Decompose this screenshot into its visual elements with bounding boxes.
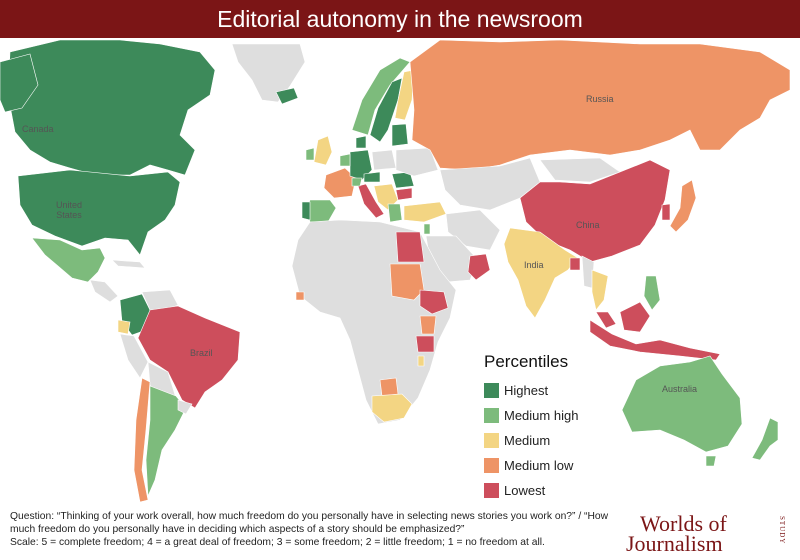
country-japan[interactable]	[669, 179, 697, 233]
scale-text: Scale: 5 = complete freedom; 4 = a great…	[10, 537, 545, 548]
country-new-zealand[interactable]	[751, 417, 779, 461]
country-iceland[interactable]	[275, 87, 299, 105]
country-mexico[interactable]	[31, 237, 106, 283]
country-tasmania[interactable]	[705, 455, 717, 467]
country-cuba[interactable]	[111, 259, 146, 269]
world-map-svg	[0, 39, 791, 503]
country-ireland[interactable]	[305, 147, 315, 161]
country-tanzania[interactable]	[415, 335, 435, 353]
label-india: India	[524, 260, 544, 270]
country-united-states[interactable]	[17, 169, 181, 256]
map-title: Editorial autonomy in the newsroom	[0, 0, 800, 38]
legend-swatch-lowest	[484, 483, 499, 498]
label-russia: Russia	[586, 94, 614, 104]
survey-question-footnote: Question: “Thinking of your work overall…	[10, 510, 630, 549]
country-france[interactable]	[323, 167, 357, 199]
legend-item-medium-low: Medium low	[484, 453, 654, 478]
label-brazil: Brazil	[190, 348, 213, 358]
country-baltics[interactable]	[391, 123, 409, 147]
country-united-kingdom[interactable]	[313, 135, 333, 166]
label-china: China	[576, 220, 600, 230]
logo-line2: Journalism	[626, 531, 723, 556]
question-text: Question: “Thinking of your work overall…	[10, 511, 609, 535]
legend-swatch-medium-low	[484, 458, 499, 473]
country-south-korea[interactable]	[661, 203, 671, 221]
legend-item-medium: Medium	[484, 428, 654, 453]
country-portugal[interactable]	[301, 201, 311, 221]
country-bulgaria[interactable]	[395, 187, 413, 201]
country-italy[interactable]	[357, 183, 385, 219]
country-ukraine[interactable]	[395, 147, 439, 177]
country-india[interactable]	[503, 227, 579, 319]
country-switzerland[interactable]	[351, 177, 363, 187]
legend-title: Percentiles	[484, 352, 569, 371]
legend-label: Highest	[504, 383, 549, 398]
country-spain[interactable]	[305, 199, 337, 223]
logo-line1: Worlds of	[640, 511, 727, 536]
country-egypt[interactable]	[395, 231, 425, 263]
country-austria[interactable]	[363, 171, 381, 183]
country-russia[interactable]	[409, 39, 791, 171]
country-finland[interactable]	[394, 69, 415, 121]
country-borneo[interactable]	[619, 301, 651, 333]
country-canada[interactable]	[7, 39, 216, 176]
country-australia[interactable]	[621, 355, 743, 453]
worlds-of-journalism-logo: Worlds of Journalism STUDY	[626, 511, 798, 557]
country-kenya[interactable]	[419, 315, 437, 335]
country-south-africa[interactable]	[371, 393, 413, 423]
country-ethiopia[interactable]	[419, 289, 449, 315]
country-sudan[interactable]	[389, 263, 425, 301]
legend-label: Medium high	[504, 408, 579, 423]
label-united-states: United States	[56, 200, 83, 220]
country-peru[interactable]	[119, 333, 149, 379]
country-uruguay[interactable]	[177, 399, 193, 415]
country-botswana[interactable]	[379, 377, 399, 397]
legend-item-medium-high: Medium high	[484, 403, 654, 428]
country-malawi[interactable]	[417, 355, 425, 367]
legend-label: Medium	[504, 433, 551, 448]
country-indonesia[interactable]	[589, 319, 721, 361]
country-poland[interactable]	[371, 149, 397, 171]
country-greenland[interactable]	[231, 43, 306, 103]
map-legend: Percentiles Highest Medium high Medium M…	[484, 352, 654, 503]
country-brazil[interactable]	[137, 305, 241, 409]
legend-swatch-medium	[484, 433, 499, 448]
country-oman[interactable]	[467, 253, 491, 281]
legend-label: Lowest	[504, 483, 546, 498]
country-central-america[interactable]	[89, 279, 119, 303]
country-thailand[interactable]	[591, 269, 609, 311]
legend-label: Medium low	[504, 458, 574, 473]
country-sierra-leone[interactable]	[295, 291, 305, 301]
country-bangladesh[interactable]	[569, 257, 581, 271]
legend-swatch-medium-high	[484, 408, 499, 423]
legend-swatch-highest	[484, 383, 499, 398]
country-mongolia[interactable]	[539, 157, 621, 183]
country-chile[interactable]	[133, 377, 151, 503]
country-turkey[interactable]	[403, 201, 447, 223]
country-israel[interactable]	[423, 223, 431, 235]
country-ecuador[interactable]	[117, 319, 131, 335]
country-sweden[interactable]	[369, 77, 403, 143]
legend-item-highest: Highest	[484, 378, 654, 403]
country-greece[interactable]	[387, 203, 403, 223]
logo-study: STUDY	[778, 516, 786, 545]
country-netherlands[interactable]	[339, 153, 351, 167]
world-map: Canada United States Russia China India …	[0, 38, 800, 510]
country-denmark[interactable]	[355, 135, 367, 149]
label-canada: Canada	[22, 124, 54, 134]
legend-item-lowest: Lowest	[484, 478, 654, 503]
country-malaysia[interactable]	[595, 311, 617, 329]
country-alaska[interactable]	[0, 53, 39, 113]
country-philippines[interactable]	[643, 275, 661, 311]
label-australia: Australia	[662, 384, 698, 394]
